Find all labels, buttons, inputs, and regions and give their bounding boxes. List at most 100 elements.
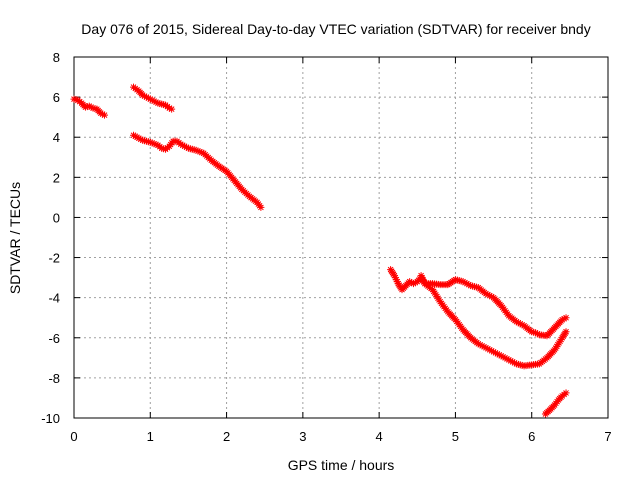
y-tick-label: -2 (48, 251, 60, 266)
data-point (186, 145, 194, 153)
data-point (152, 140, 160, 148)
data-point (453, 276, 461, 284)
data-point (177, 140, 185, 148)
data-point (183, 143, 191, 151)
data-point (160, 145, 168, 153)
data-point (497, 352, 505, 360)
data-point (419, 276, 427, 284)
data-point (518, 321, 526, 329)
data-point (495, 351, 503, 359)
data-point (471, 283, 478, 291)
data-point (392, 276, 400, 284)
data-point (194, 147, 202, 155)
data-point (530, 328, 538, 336)
data-point (512, 360, 520, 368)
data-point (514, 319, 522, 327)
data-point (490, 348, 498, 356)
data-point (488, 293, 496, 301)
data-point (391, 274, 399, 282)
data-point (465, 281, 473, 289)
data-point (406, 278, 414, 286)
data-point (533, 330, 541, 338)
data-point (97, 109, 105, 117)
data-point (139, 136, 147, 144)
data-point (141, 92, 149, 100)
chart-title: Day 076 of 2015, Sidereal Day-to-day VTE… (81, 21, 590, 37)
data-point (198, 149, 206, 157)
data-point (488, 347, 496, 355)
data-point (457, 277, 465, 285)
data-point (482, 290, 490, 298)
plot-frame (73, 56, 609, 419)
data-point (192, 146, 200, 154)
data-points (70, 83, 570, 418)
data-point (137, 135, 145, 143)
data-point (142, 93, 150, 101)
y-tick-label: -4 (48, 291, 60, 306)
data-point (144, 94, 152, 102)
data-point (156, 100, 164, 108)
x-tick-label: 5 (452, 429, 459, 444)
y-tick-label: 4 (53, 130, 60, 145)
data-point (482, 344, 490, 352)
data-point (420, 278, 428, 286)
data-point (165, 104, 173, 112)
data-point (81, 103, 89, 111)
data-point (135, 134, 143, 142)
data-point (486, 346, 494, 354)
data-point (144, 138, 152, 146)
y-tick-label: -8 (48, 371, 60, 386)
data-point (501, 354, 509, 362)
data-point (131, 132, 139, 140)
x-tick-label: 6 (528, 429, 535, 444)
data-point (72, 96, 80, 104)
data-point (146, 95, 154, 103)
y-tick-label: 6 (53, 90, 60, 105)
data-point (532, 329, 540, 337)
data-point (411, 279, 419, 287)
y-axis-label: SDTVAR / TECUs (7, 182, 23, 294)
data-point (558, 316, 566, 324)
data-point (499, 353, 507, 361)
data-point (390, 272, 398, 280)
data-point (141, 137, 149, 145)
data-point (511, 359, 519, 367)
data-point (509, 358, 517, 366)
y-tick-label: -6 (48, 331, 60, 346)
data-point (99, 110, 107, 118)
series-arc-4 (387, 266, 570, 340)
data-point (160, 101, 168, 109)
data-point (408, 279, 416, 287)
data-point (505, 356, 513, 364)
data-point (455, 277, 463, 285)
data-point (393, 278, 401, 286)
data-point (158, 100, 166, 108)
data-point (190, 146, 198, 154)
series-arc-6 (541, 389, 570, 418)
data-point (409, 280, 417, 288)
data-point (469, 282, 477, 290)
data-point (130, 131, 138, 139)
data-point (152, 98, 160, 106)
data-point (512, 318, 520, 326)
data-point (480, 343, 488, 351)
series-arc-1 (70, 95, 109, 119)
x-axis-label: GPS time / hours (288, 457, 395, 473)
data-point (142, 137, 150, 145)
x-tick-label: 1 (147, 429, 154, 444)
data-point (451, 276, 459, 284)
y-tick-label: 8 (53, 50, 60, 65)
data-point (463, 280, 471, 288)
data-point (146, 138, 154, 146)
data-point (560, 315, 568, 323)
x-tick-label: 7 (604, 429, 611, 444)
data-point (503, 355, 511, 363)
data-point (514, 360, 522, 368)
data-point (507, 357, 515, 365)
data-point (493, 350, 501, 358)
x-tick-label: 3 (299, 429, 306, 444)
data-point (491, 349, 499, 357)
data-point (562, 389, 570, 397)
data-point (196, 148, 204, 156)
